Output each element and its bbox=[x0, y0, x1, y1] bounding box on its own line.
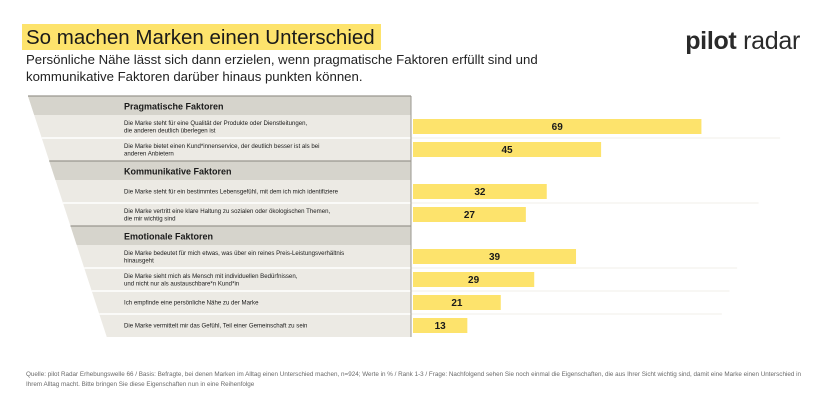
item-label-line: hinausgeht bbox=[124, 258, 154, 265]
title-highlight: So machen Marken einen Unterschied bbox=[22, 24, 381, 50]
item-label-line: Die Marke bietet einen Kund*innenservice… bbox=[124, 143, 319, 150]
page-subtitle: Persönliche Nähe lässt sich dann erziele… bbox=[26, 52, 538, 84]
item-label: Die Marke sieht mich als Mensch mit indi… bbox=[124, 273, 298, 288]
data-bar bbox=[413, 272, 535, 287]
item-label: Die Marke steht für ein bestimmtes Leben… bbox=[124, 189, 339, 196]
data-label: 27 bbox=[464, 210, 476, 221]
item-label-line: Die Marke vermittelt mir das Gefühl, Tei… bbox=[124, 323, 307, 330]
item-label-line: anderen Anbietern bbox=[124, 151, 174, 158]
group-header-band bbox=[49, 161, 411, 180]
logo-part-radar: radar bbox=[743, 27, 800, 55]
group-header-band bbox=[70, 226, 412, 245]
group-header-label: Kommunikative Faktoren bbox=[124, 167, 232, 177]
group-header-band bbox=[28, 96, 411, 115]
source-footnote: Quelle: pilot Radar Erhebungswelle 66 / … bbox=[26, 371, 802, 388]
page-title: So machen Marken einen Unterschied bbox=[26, 26, 375, 49]
item-label: Ich empfinde eine persönliche Nähe zu de… bbox=[124, 300, 259, 307]
data-label: 32 bbox=[474, 187, 486, 198]
data-label: 69 bbox=[552, 122, 564, 133]
data-label: 21 bbox=[451, 298, 463, 309]
data-bar bbox=[413, 295, 501, 310]
data-bar bbox=[413, 249, 577, 264]
item-label-line: die mir wichtig sind bbox=[124, 216, 175, 223]
data-label: 13 bbox=[435, 321, 447, 332]
funnel-label-area bbox=[28, 96, 411, 337]
item-label-line: die anderen deutlich überlegen ist bbox=[124, 128, 216, 135]
item-label-line: und nicht nur als austauschbare*n Kund*i… bbox=[124, 281, 239, 288]
group-header-label: Emotionale Faktoren bbox=[124, 232, 213, 242]
data-label: 45 bbox=[501, 145, 513, 156]
item-label-line: Die Marke steht für eine Qualität der Pr… bbox=[124, 120, 308, 127]
data-label: 29 bbox=[468, 275, 480, 286]
item-label-line: Die Marke steht für ein bestimmtes Leben… bbox=[124, 189, 339, 196]
data-bar bbox=[413, 184, 547, 199]
item-label-line: Die Marke sieht mich als Mensch mit indi… bbox=[124, 273, 298, 280]
data-bar bbox=[413, 142, 602, 157]
item-label-line: Die Marke bedeutet für mich etwas, was ü… bbox=[124, 250, 344, 257]
data-bar bbox=[413, 207, 526, 222]
item-label-line: Ich empfinde eine persönliche Nähe zu de… bbox=[124, 300, 259, 307]
data-bar bbox=[413, 318, 468, 333]
group-header-label: Pragmatische Faktoren bbox=[124, 102, 224, 112]
item-label: Die Marke vermittelt mir das Gefühl, Tei… bbox=[124, 323, 307, 330]
item-label: Die Marke bedeutet für mich etwas, was ü… bbox=[124, 250, 344, 265]
item-label: Die Marke vertritt eine klare Haltung zu… bbox=[124, 208, 330, 223]
logo-part-pilot: pilot bbox=[685, 27, 737, 55]
data-bar bbox=[413, 119, 702, 134]
item-label: Die Marke steht für eine Qualität der Pr… bbox=[124, 120, 308, 135]
item-label: Die Marke bietet einen Kund*innenservice… bbox=[124, 143, 319, 158]
data-label: 39 bbox=[489, 252, 501, 263]
item-label-line: Die Marke vertritt eine klare Haltung zu… bbox=[124, 208, 330, 215]
pilot-radar-logo: pilot radar bbox=[685, 26, 800, 56]
